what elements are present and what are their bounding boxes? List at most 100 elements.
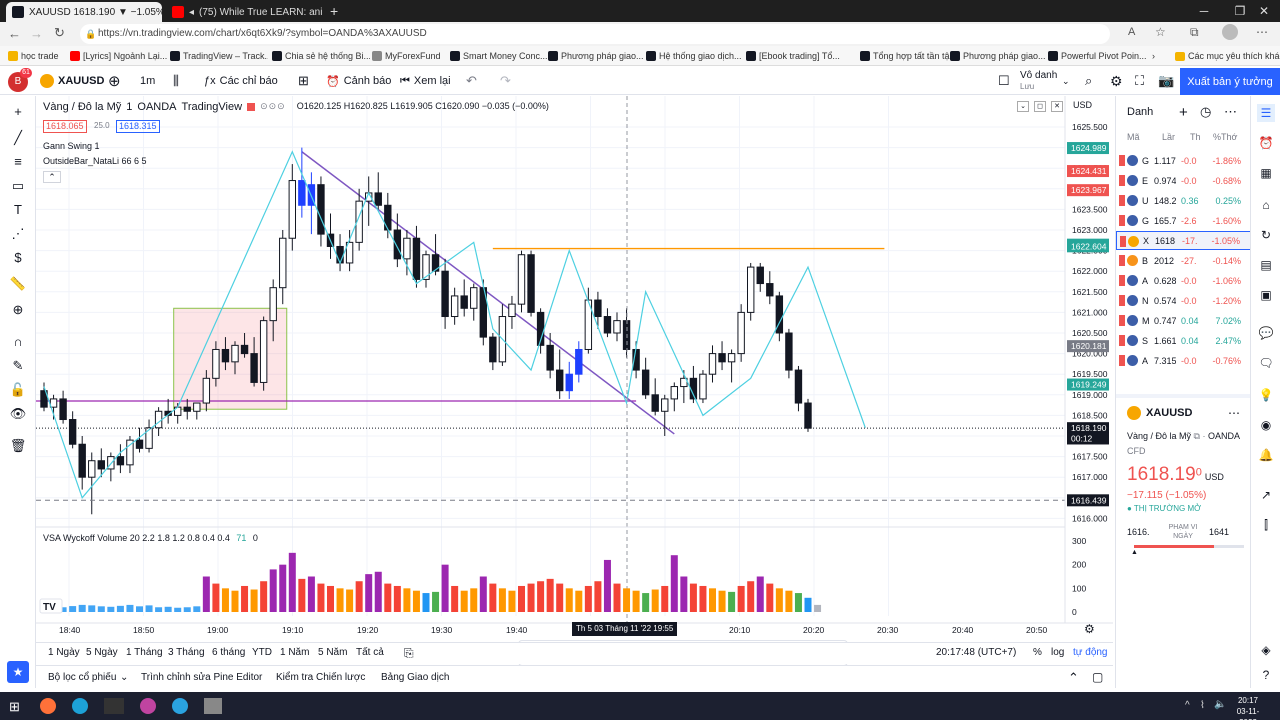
chart-pane[interactable]: 1625.5001625.0001624.5001624.0001623.500… <box>36 96 1113 642</box>
dollar-icon[interactable]: $ <box>14 250 22 265</box>
streams-icon[interactable]: ◉ <box>1260 418 1272 432</box>
crosshair-icon[interactable]: + <box>14 104 22 119</box>
watchlist-row[interactable]: A 0.628 -0.0 -1.06% <box>1116 271 1251 290</box>
chart-settings-gear-icon[interactable]: ⚙ <box>1084 622 1095 636</box>
refresh-icon[interactable]: ↻ <box>1260 228 1272 242</box>
new-tab-button[interactable]: + <box>330 3 339 19</box>
layout-checkbox-icon[interactable]: ☐ <box>998 73 1010 88</box>
bookmark-item[interactable]: [Ebook trading] Tổ... <box>746 49 840 63</box>
range-2[interactable]: 1 Tháng <box>126 647 163 658</box>
layout-grid-icon[interactable]: ⊞ <box>298 73 309 88</box>
indicator-outside-bar[interactable]: OutsideBar_NataLi 66 6 5 <box>43 156 147 166</box>
browser-menu-icon[interactable]: ⋯ <box>1256 25 1268 39</box>
bookmark-item[interactable]: Chia sẻ hệ thống Bi... <box>272 49 370 63</box>
pencil-lock-icon[interactable]: ✎ <box>12 358 24 373</box>
watchlist-row[interactable]: G 165.7 -2.6 -1.60% <box>1116 211 1251 230</box>
collapse-legend-icon[interactable]: ⌃ <box>43 171 61 183</box>
network-icon[interactable]: ⌇ <box>1200 700 1205 711</box>
range-5[interactable]: YTD <box>252 647 272 658</box>
read-aloud-icon[interactable]: A <box>1128 26 1136 38</box>
maximize-icon[interactable]: ❐ <box>1234 4 1246 18</box>
pane-collapse-icon[interactable]: ⌄ <box>1017 101 1029 112</box>
watchlist-row[interactable]: B 2012 -27. -0.14% <box>1116 251 1251 270</box>
forward-icon[interactable]: → <box>30 26 43 41</box>
bottom-tab-1[interactable]: Trình chỉnh sửa Pine Editor <box>141 672 263 683</box>
bookmark-item[interactable]: Tổng hợp tất tần tậ... <box>860 49 957 63</box>
layers-icon[interactable]: ◈ <box>1261 643 1271 657</box>
undo-icon[interactable]: ↶ <box>466 73 477 88</box>
log-toggle[interactable]: log <box>1051 647 1065 658</box>
collapse-panel-icon[interactable]: ⌃ <box>1068 670 1079 685</box>
tab-tradingview[interactable]: XAUUSD 1618.190 ▼ −1.05% Và ✕ <box>6 2 162 22</box>
watchlist-row[interactable]: A 7.315 -0.0 -0.76% <box>1116 351 1251 370</box>
redo-icon[interactable]: ↷ <box>500 73 511 88</box>
auto-toggle[interactable]: tự động <box>1073 647 1108 658</box>
indicators-button[interactable]: ƒx Các chỉ báo <box>204 71 278 91</box>
watchlist-row[interactable]: N 0.574 -0.0 -1.20% <box>1116 291 1251 310</box>
zoom-icon[interactable]: ⊕ <box>12 302 24 317</box>
chevron-down-icon[interactable]: ⌄ <box>1062 75 1070 86</box>
watchlist-row[interactable]: U 148.2 0.36 0.25% <box>1116 191 1251 210</box>
back-icon[interactable]: ← <box>8 26 21 41</box>
trash-icon[interactable]: 🗑 <box>9 438 27 453</box>
bookmark-item[interactable]: Hệ thống giao dịch... <box>646 49 742 63</box>
col-symbol[interactable]: Mã <box>1127 132 1140 142</box>
sell-price[interactable]: 1618.065 <box>43 120 87 133</box>
interval-button[interactable]: 1m <box>140 75 156 87</box>
col-change[interactable]: Th <box>1190 132 1201 142</box>
more-options-icon[interactable]: ⋯ <box>1224 104 1237 119</box>
pane-close-icon[interactable]: ✕ <box>1051 101 1063 112</box>
range-0[interactable]: 1 Ngày <box>48 647 80 658</box>
rectangle-icon[interactable]: ▭ <box>11 178 25 193</box>
replay-button[interactable]: ⏮ Xem lại <box>400 71 451 91</box>
eye-icon[interactable]: 👁 <box>9 406 27 421</box>
messenger-icon[interactable] <box>140 698 156 714</box>
publish-idea-button[interactable]: Xuất bản ý tưởng <box>1180 68 1280 95</box>
bookmark-item[interactable]: Phương pháp giao... <box>548 49 644 63</box>
watchlist-icon[interactable]: ☰ <box>1257 104 1275 122</box>
goto-date-icon[interactable]: ⎘ <box>404 646 414 660</box>
range-1[interactable]: 5 Ngày <box>86 647 118 658</box>
bookmark-item[interactable]: [Lyrics] Ngoảnh Lại... <box>70 49 167 63</box>
buy-price[interactable]: 1618.315 <box>116 120 160 133</box>
pane-maximize-icon[interactable]: ◻ <box>1034 101 1046 112</box>
bookmark-item[interactable]: Powerful Pivot Poin... <box>1048 49 1146 63</box>
hotlist-icon[interactable]: ⌂ <box>1262 198 1270 212</box>
extensions-icon[interactable]: ⧉ <box>1190 25 1199 39</box>
col-last[interactable]: Lầr <box>1162 132 1176 142</box>
clock-timezone[interactable]: 20:17:48 (UTC+7) <box>936 647 1017 658</box>
camera-icon[interactable]: 📷 <box>1158 73 1175 88</box>
idea-bulb-icon[interactable]: 💡 <box>1258 388 1274 402</box>
range-3[interactable]: 3 Tháng <box>168 647 205 658</box>
trend-line-icon[interactable]: ╱ <box>14 130 22 145</box>
external-link-icon[interactable]: ⧉ <box>1193 431 1200 441</box>
volume-icon[interactable]: 🔈 <box>1214 699 1227 710</box>
trade-arrow-icon[interactable]: ↗ <box>1260 488 1272 502</box>
watchlist-row[interactable]: G 1.117 -0.0 -1.86% <box>1116 151 1251 170</box>
candle-type-icon[interactable]: ⫼ <box>173 73 179 88</box>
app-icon[interactable] <box>104 698 124 714</box>
symbol-search[interactable]: XAUUSD <box>40 71 104 91</box>
favorite-icon[interactable]: ☆ <box>1155 25 1166 39</box>
ideas-chat-icon[interactable]: 🗨 <box>1258 356 1274 370</box>
bookmark-item[interactable]: Phương pháp giao... <box>950 49 1046 63</box>
range-4[interactable]: 6 tháng <box>212 647 246 658</box>
tab-youtube[interactable]: ◂ (75) While True LEARN: ani ✕ <box>166 2 326 22</box>
pattern-icon[interactable]: ⋰ <box>11 226 25 241</box>
reload-icon[interactable]: ↻ <box>54 25 65 40</box>
compare-add-icon[interactable]: ⊕ <box>108 73 121 90</box>
fib-icon[interactable]: ≡ <box>14 154 22 169</box>
add-symbol-icon[interactable]: + <box>1179 104 1188 121</box>
news-icon[interactable]: ▣ <box>1260 288 1272 302</box>
volume-indicator-legend[interactable]: VSA Wyckoff Volume 20 2.2 1.8 1.2 0.8 0.… <box>43 533 258 543</box>
range-7[interactable]: 5 Năm <box>318 647 348 658</box>
firefox-icon[interactable] <box>40 698 56 714</box>
text-icon[interactable]: T <box>14 202 22 217</box>
other-favorites[interactable]: Các mục yêu thích khác <box>1175 49 1280 63</box>
search-icon[interactable]: ⌕ <box>1085 73 1093 88</box>
watchlist-row[interactable]: E 0.974 -0.0 -0.68% <box>1116 171 1251 190</box>
maximize-panel-icon[interactable]: ▢ <box>1092 670 1104 684</box>
symbol-detail-header[interactable]: XAUUSD <box>1127 406 1192 420</box>
explorer-icon[interactable] <box>204 698 222 714</box>
close-window-icon[interactable]: ✕ <box>1258 4 1270 18</box>
